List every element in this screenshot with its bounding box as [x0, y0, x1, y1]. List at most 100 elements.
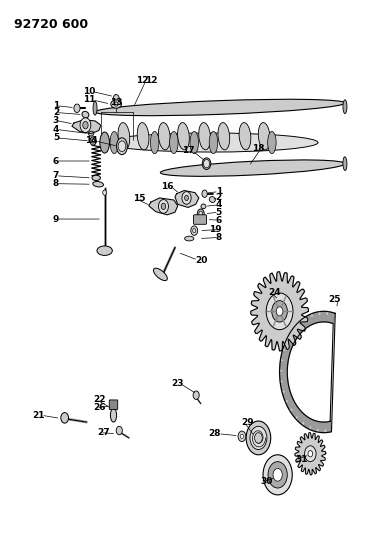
Text: 31: 31: [295, 455, 307, 464]
Circle shape: [182, 191, 191, 204]
Ellipse shape: [177, 123, 189, 150]
Ellipse shape: [158, 123, 170, 150]
Ellipse shape: [184, 236, 194, 241]
Text: 6: 6: [216, 215, 222, 224]
Ellipse shape: [160, 160, 345, 176]
Text: 14: 14: [85, 136, 98, 146]
Text: 7: 7: [53, 171, 59, 180]
Text: 21: 21: [32, 411, 44, 420]
Circle shape: [61, 413, 69, 423]
Ellipse shape: [118, 123, 130, 150]
Circle shape: [308, 450, 313, 457]
Circle shape: [193, 229, 196, 233]
FancyBboxPatch shape: [109, 400, 118, 409]
Ellipse shape: [93, 182, 103, 187]
Ellipse shape: [92, 175, 101, 181]
Circle shape: [305, 446, 316, 462]
Ellipse shape: [218, 123, 230, 150]
Ellipse shape: [111, 100, 122, 108]
Text: 5: 5: [216, 208, 222, 217]
Text: 2: 2: [216, 193, 222, 203]
Ellipse shape: [103, 190, 106, 195]
Circle shape: [272, 301, 287, 322]
Text: 24: 24: [268, 288, 281, 297]
Circle shape: [255, 433, 262, 443]
Text: 19: 19: [209, 225, 222, 234]
Ellipse shape: [170, 132, 178, 154]
Ellipse shape: [190, 132, 199, 154]
Ellipse shape: [89, 131, 94, 136]
Text: 16: 16: [161, 182, 174, 191]
Text: 9: 9: [53, 214, 59, 223]
Text: 13: 13: [110, 99, 122, 108]
Text: 1: 1: [216, 187, 222, 196]
Text: 27: 27: [97, 428, 110, 437]
Text: 92720 600: 92720 600: [14, 18, 89, 30]
Ellipse shape: [258, 123, 270, 150]
Ellipse shape: [110, 408, 117, 422]
Text: 22: 22: [93, 395, 106, 404]
Text: 12: 12: [136, 76, 149, 85]
Text: 11: 11: [83, 95, 95, 104]
Circle shape: [266, 293, 293, 330]
Ellipse shape: [100, 132, 110, 153]
Ellipse shape: [153, 268, 167, 280]
Ellipse shape: [105, 133, 318, 152]
Text: 6: 6: [53, 157, 59, 166]
Ellipse shape: [117, 138, 128, 155]
Ellipse shape: [209, 132, 218, 154]
Polygon shape: [251, 272, 308, 351]
Ellipse shape: [201, 204, 206, 209]
Text: 18: 18: [252, 144, 264, 153]
Ellipse shape: [114, 102, 118, 106]
Text: 3: 3: [53, 116, 59, 125]
Ellipse shape: [97, 246, 112, 255]
Polygon shape: [280, 311, 335, 433]
Ellipse shape: [82, 111, 89, 118]
Polygon shape: [295, 433, 326, 475]
Ellipse shape: [95, 99, 345, 116]
Text: 8: 8: [53, 179, 59, 188]
Ellipse shape: [197, 209, 204, 219]
Text: 4: 4: [53, 125, 59, 134]
Circle shape: [268, 462, 287, 488]
Circle shape: [246, 421, 271, 455]
Circle shape: [83, 122, 88, 129]
Circle shape: [193, 391, 199, 399]
Polygon shape: [175, 191, 199, 207]
Circle shape: [184, 195, 188, 200]
Text: 28: 28: [209, 429, 221, 438]
Circle shape: [116, 426, 122, 435]
Ellipse shape: [151, 132, 159, 154]
Text: 17: 17: [183, 146, 195, 155]
Circle shape: [74, 104, 80, 112]
Text: 15: 15: [133, 195, 146, 204]
Text: 12: 12: [145, 76, 157, 85]
Circle shape: [202, 190, 207, 197]
Circle shape: [158, 199, 168, 213]
Ellipse shape: [268, 132, 276, 154]
Circle shape: [80, 118, 91, 133]
Text: 8: 8: [216, 233, 222, 242]
Circle shape: [191, 226, 198, 236]
Text: 10: 10: [83, 87, 95, 96]
Text: 2: 2: [53, 108, 59, 117]
Ellipse shape: [110, 132, 119, 154]
Text: 1: 1: [53, 101, 59, 110]
Circle shape: [118, 141, 126, 151]
Text: 20: 20: [195, 256, 207, 265]
Ellipse shape: [93, 101, 97, 115]
Ellipse shape: [199, 123, 211, 150]
Ellipse shape: [209, 197, 215, 203]
FancyBboxPatch shape: [193, 215, 207, 224]
Ellipse shape: [343, 100, 347, 114]
Ellipse shape: [92, 139, 95, 143]
Text: 25: 25: [329, 295, 341, 304]
Text: 23: 23: [171, 379, 183, 388]
Ellipse shape: [202, 158, 211, 169]
Text: 4: 4: [216, 200, 222, 209]
Ellipse shape: [90, 137, 96, 145]
Text: 5: 5: [53, 133, 59, 142]
Polygon shape: [149, 198, 178, 215]
Text: 30: 30: [261, 477, 273, 486]
